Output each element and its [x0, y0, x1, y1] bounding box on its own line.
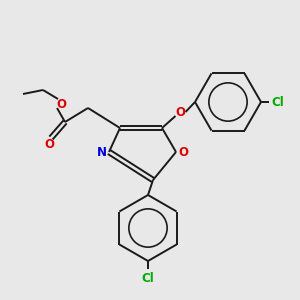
- Text: O: O: [176, 106, 185, 119]
- Text: O: O: [56, 98, 66, 110]
- Text: O: O: [178, 146, 188, 158]
- Text: Cl: Cl: [142, 272, 154, 285]
- Text: Cl: Cl: [271, 95, 284, 109]
- Text: N: N: [97, 146, 107, 158]
- Text: O: O: [44, 139, 54, 152]
